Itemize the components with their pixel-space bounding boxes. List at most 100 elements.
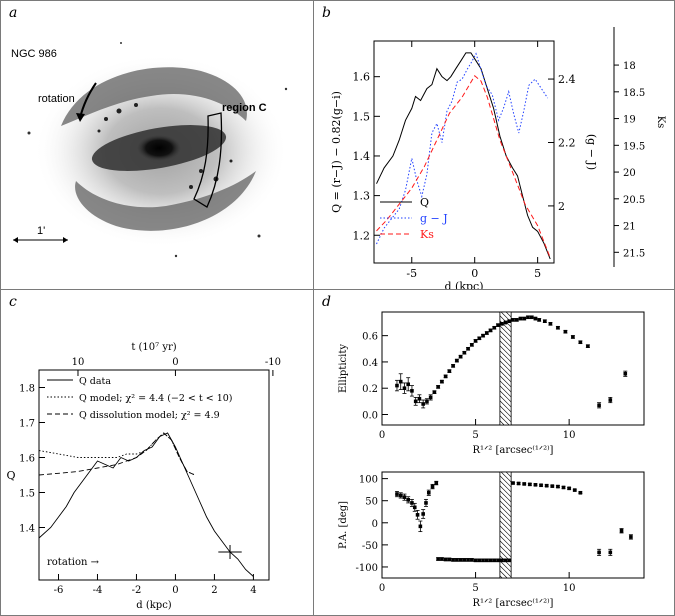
legend-label: Ks <box>420 228 434 241</box>
data-point <box>507 319 512 323</box>
data-point <box>421 402 425 406</box>
hatch-line <box>499 575 503 579</box>
shaded-band-rect <box>499 311 512 426</box>
hatch-line <box>499 355 512 368</box>
hatch-line <box>499 380 512 393</box>
data-point <box>430 484 435 489</box>
x-axis-label: R¹ᐟ² [arcsec⁽¹ᐟ²⁾] <box>473 598 554 609</box>
data-point <box>425 399 429 404</box>
ks-axis-label: Ks <box>655 116 666 129</box>
ks-tick-label: 19.5 <box>623 141 645 152</box>
hatch-line <box>499 325 512 338</box>
galaxy-arm-south <box>75 171 257 231</box>
data-point <box>443 557 448 562</box>
data-point <box>485 331 489 335</box>
chart-d: 0 5 10 0.0 0.2 0.4 0.6 R¹ᐟ² [arcsec⁽¹ᐟ²⁾] Ellipt… <box>338 311 645 609</box>
data-point <box>518 316 523 321</box>
data-point <box>440 557 444 561</box>
data-point <box>533 316 538 321</box>
x-tick-label: 10 <box>563 583 576 594</box>
ks-tick-label: 18.5 <box>623 88 645 99</box>
data-point <box>477 336 482 341</box>
hatch-line <box>499 420 505 426</box>
y-tick-label: 1.5 <box>19 489 35 500</box>
region-label: region C <box>222 102 267 114</box>
data-point <box>556 484 560 489</box>
x-tick-label: -5 <box>406 267 417 280</box>
rotation-arrowhead <box>76 113 85 122</box>
chart-b: -5 0 5 1.2 1.3 1.4 1.5 1.6 2 2.2 2.4 18 18.5 19 19.5 20… <box>330 27 666 290</box>
hatch-line <box>499 390 512 403</box>
data-point <box>470 558 474 562</box>
y-tick-label: -100 <box>356 563 378 574</box>
ks-tick-label: 20.5 <box>623 195 645 206</box>
panel-d: d 0 5 10 0.0 0.2 0.4 0.6 R¹ᐟ² [arcsec⁽¹ᐟ²⁾] Elli… <box>313 289 675 616</box>
data-point <box>514 318 519 322</box>
legend-label: Q data <box>79 376 111 387</box>
x-tick-label: 5 <box>472 583 478 594</box>
data-point <box>539 483 543 488</box>
series-line-q-data <box>38 432 254 577</box>
y-tick-label: 0.4 <box>362 358 378 369</box>
panel-a: a <box>0 0 314 290</box>
hatch-line <box>499 500 512 513</box>
x-axis-label: R¹ᐟ² [arcsec⁽¹ᐟ²⁾] <box>473 445 554 456</box>
galaxy-core <box>137 135 181 161</box>
data-point <box>528 482 532 487</box>
region-c-box <box>193 112 223 208</box>
data-point <box>398 493 403 498</box>
hatch-line <box>499 525 512 538</box>
data-point <box>503 320 508 325</box>
x-tick-label: 0 <box>379 430 385 441</box>
hatch-line <box>499 340 512 353</box>
ks-tick-label: 20 <box>623 168 636 179</box>
shaded-band <box>499 471 512 579</box>
x-axis-label: d (kpc) <box>445 280 484 290</box>
hatch-line <box>505 471 512 478</box>
data-point <box>410 389 414 393</box>
data-point <box>406 498 410 502</box>
series-line-q-model <box>38 432 196 476</box>
ks-tick-label: 21.5 <box>623 248 645 259</box>
panel-c: c -6 -4 -2 0 2 4 1.4 1.5 1.6 1.7 1.8 10 0 -10 t (10⁷ y… <box>0 289 314 616</box>
scale-bar-left-head <box>13 237 18 243</box>
data-point <box>496 558 500 563</box>
legend-label: Q <box>420 196 429 209</box>
y-tick-label: 0.0 <box>362 410 378 421</box>
hatch-line <box>499 345 512 358</box>
legend-label: Q model; χ² = 4.4 (−2 < t < 10) <box>79 393 233 404</box>
y-tick-label: 1.7 <box>19 419 35 430</box>
plot-frame <box>381 311 645 426</box>
ks-tick-label: 18 <box>623 61 636 72</box>
hatch-line <box>499 330 512 343</box>
galaxy-arm-north <box>61 67 247 126</box>
y-right-tick-label: 2.4 <box>558 73 576 86</box>
data-point <box>488 558 493 563</box>
data-point <box>447 557 452 562</box>
top-tick-label: 0 <box>172 357 178 368</box>
series-line-q-dissolution-model <box>38 432 196 476</box>
data-point <box>556 325 560 330</box>
top-tick-label: 10 <box>72 357 85 368</box>
y-tick-label: 0.2 <box>362 384 378 395</box>
hatch-line <box>499 520 512 533</box>
data-point <box>619 528 624 533</box>
x-tick-label: 0 <box>172 585 178 596</box>
data-point <box>421 512 425 516</box>
data-point <box>543 319 547 323</box>
y-tick-label: -50 <box>362 541 378 552</box>
ks-tick-label: 19 <box>623 115 636 126</box>
y-tick-label: 1.6 <box>19 454 35 465</box>
scale-label: 1' <box>37 225 46 237</box>
x-tick-label: 5 <box>534 267 541 280</box>
data-point <box>597 550 601 555</box>
data-point <box>522 316 527 321</box>
data-point <box>415 513 420 517</box>
x-tick-label: 4 <box>250 585 256 596</box>
shaded-band-rect <box>499 471 512 579</box>
y-right-tick-label: 2.2 <box>558 136 576 149</box>
ks-tick-label: 21 <box>623 222 636 233</box>
panel-a-label: a <box>9 5 18 21</box>
galaxy-name: NGC 986 <box>11 48 57 60</box>
data-point <box>597 403 601 408</box>
